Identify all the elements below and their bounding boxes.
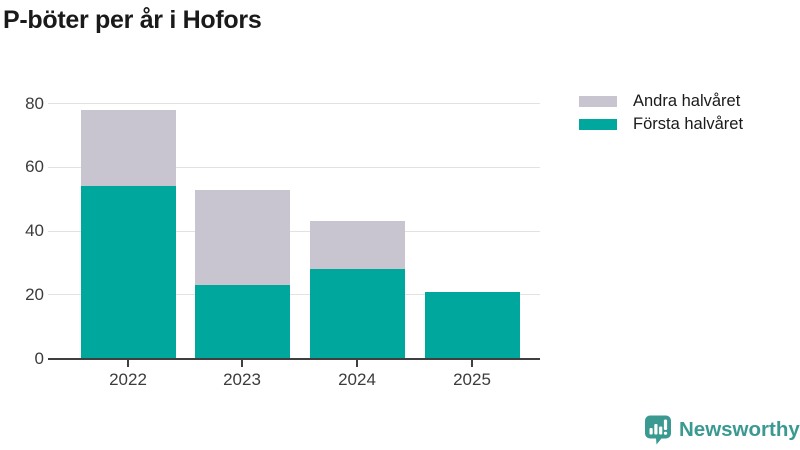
x-axis-tick-label: 2024 bbox=[338, 369, 376, 389]
x-axis-line bbox=[48, 357, 540, 360]
bar-segment bbox=[194, 285, 290, 359]
x-axis-tick-label: 2023 bbox=[223, 369, 261, 389]
bar-segment bbox=[194, 189, 290, 286]
x-axis-tick bbox=[471, 359, 473, 367]
bar-segment bbox=[80, 186, 176, 359]
x-axis-tick bbox=[356, 359, 358, 367]
bar-segment bbox=[309, 269, 405, 359]
legend: Andra halvåret Första halvåret bbox=[579, 92, 743, 138]
y-axis-tick-label: 80 bbox=[25, 93, 44, 113]
legend-swatch-forsta-halvaret bbox=[579, 118, 617, 130]
y-axis-tick-label: 60 bbox=[25, 157, 44, 177]
gridline-80 bbox=[48, 103, 540, 104]
legend-swatch-andra-halvaret bbox=[579, 95, 617, 107]
y-axis-tick-label: 20 bbox=[25, 284, 44, 304]
x-axis-tick bbox=[127, 359, 129, 367]
bar-segment bbox=[80, 109, 176, 187]
newsworthy-logo: Newsworthy bbox=[644, 415, 800, 445]
legend-item-andra-halvaret: Andra halvåret bbox=[579, 92, 743, 110]
legend-label-andra-halvaret: Andra halvåret bbox=[633, 91, 741, 110]
x-axis-tick-label: 2022 bbox=[109, 369, 147, 389]
newsworthy-logo-icon bbox=[645, 415, 671, 445]
gridline-40 bbox=[48, 230, 540, 232]
chart-title: P-böter per år i Hofors bbox=[3, 6, 262, 34]
newsworthy-logo-text: Newsworthy bbox=[679, 418, 800, 441]
y-axis-tick-label: 40 bbox=[25, 221, 44, 240]
x-axis-tick-label: 2025 bbox=[453, 369, 491, 389]
gridline-60 bbox=[48, 166, 540, 168]
x-axis-tick bbox=[241, 359, 243, 367]
bar-segment bbox=[424, 291, 520, 359]
legend-item-forsta-halvaret: Första halvåret bbox=[579, 115, 743, 133]
bar-segment bbox=[309, 221, 405, 270]
gridline-20 bbox=[48, 294, 540, 296]
y-axis-tick-label: 0 bbox=[34, 348, 44, 368]
legend-label-forsta-halvaret: Första halvåret bbox=[633, 114, 744, 133]
